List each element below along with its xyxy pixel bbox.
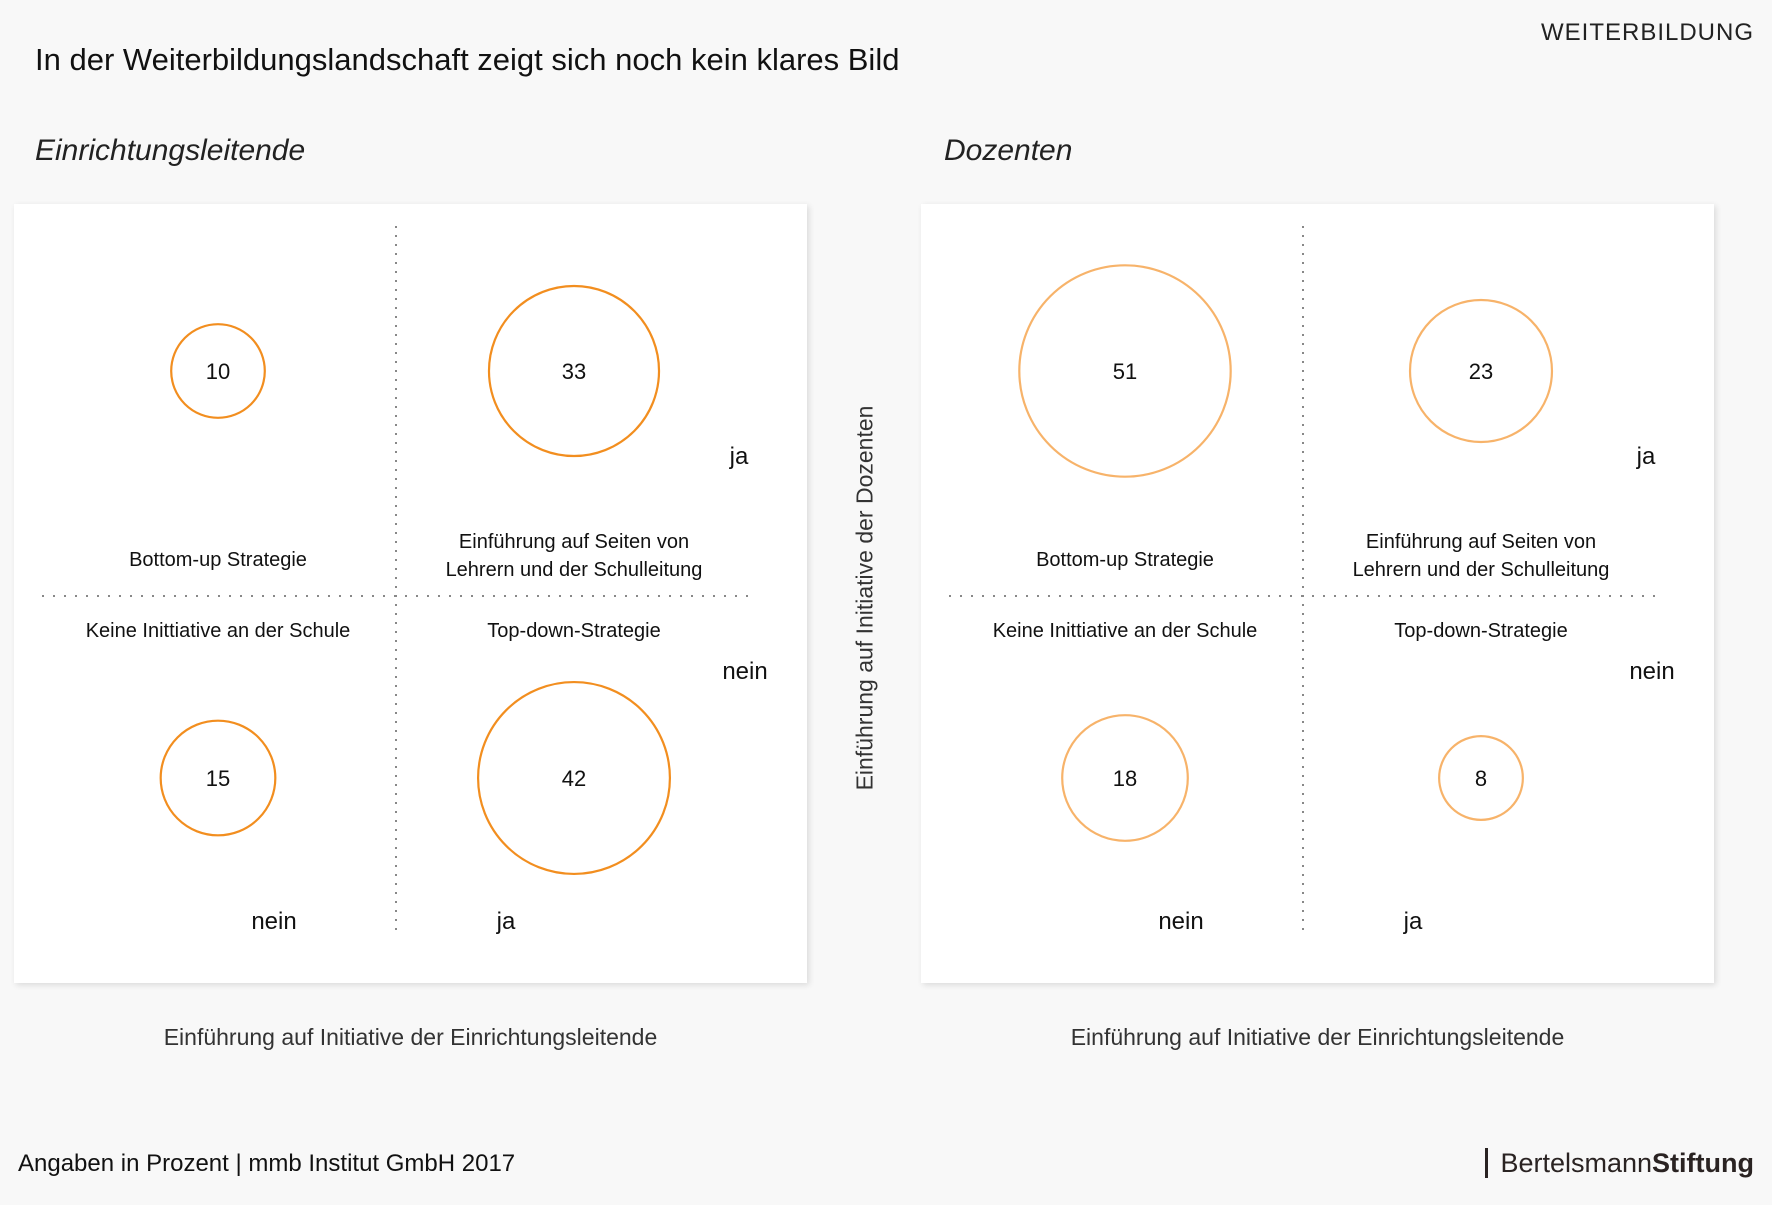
bubble-2 — [1061, 714, 1189, 842]
quadrant-label: Bottom-up Strategie — [1036, 549, 1214, 571]
x-category-label: nein — [251, 908, 296, 935]
x-category-label: nein — [1158, 908, 1203, 935]
bubble-value-label: 15 — [206, 766, 230, 791]
bubble-0 — [170, 323, 266, 419]
quadrant-chart-einrichtungsleitende: 10 Bottom-up Strategie 33 Einführung auf Se… — [42, 226, 768, 936]
chart-panel-dozenten: 51 Bottom-up Strategie 23 Einführung auf Se… — [921, 204, 1714, 983]
quadrant-label: Keine Inittiative an der Schule — [993, 620, 1258, 642]
bubble-value-label: 42 — [562, 766, 586, 791]
section-tag: WEITERBILDUNG — [1540, 19, 1754, 46]
bubble-value-label: 8 — [1475, 766, 1487, 791]
x-axis-title-einrichtungsleitende: Einführung auf Initiative der Einrichtun… — [163, 1024, 658, 1050]
bubble-value-label: 33 — [562, 359, 586, 384]
quadrant-label: Einführung auf Seiten von — [459, 531, 689, 553]
x-axis-title-dozenten: Einführung auf Initiative der Einrichtun… — [1070, 1024, 1565, 1050]
bubble-value-label: 51 — [1113, 359, 1137, 384]
bubble-value-label: 10 — [206, 359, 230, 384]
bubble-1 — [1408, 298, 1554, 444]
y-category-label: nein — [722, 658, 767, 685]
y-category-label: nein — [1629, 658, 1674, 685]
source-note: Angaben in Prozent | mmb Institut GmbH 2… — [18, 1150, 516, 1177]
chart-panel-einrichtungsleitende: 10 Bottom-up Strategie 33 Einführung auf Se… — [14, 204, 807, 983]
quadrant-chart-dozenten: 51 Bottom-up Strategie 23 Einführung auf Se… — [949, 226, 1675, 936]
quadrant-label: Keine Inittiative an der Schule — [86, 620, 351, 642]
y-category-label: ja — [729, 443, 749, 470]
y-axis-title: Einführung auf Initiative der Dozenten — [851, 405, 878, 791]
x-category-label: ja — [496, 908, 516, 935]
bubble-2 — [159, 719, 277, 837]
brand-logo: BertelsmannStiftung — [1485, 1148, 1754, 1178]
bubble-value-label: 18 — [1113, 766, 1137, 791]
quadrant-label: Einführung auf Seiten von — [1366, 531, 1596, 553]
quadrant-label: Lehrern und der Schulleitung — [446, 559, 703, 581]
bubble-3 — [1438, 735, 1524, 821]
quadrant-label: Lehrern und der Schulleitung — [1353, 559, 1610, 581]
panel-title-dozenten: Dozenten — [944, 134, 1073, 167]
quadrant-label: Top-down-Strategie — [1394, 620, 1567, 642]
bubble-3 — [476, 680, 672, 876]
y-category-label: ja — [1636, 443, 1656, 470]
x-category-label: ja — [1403, 908, 1423, 935]
brand-bold: Stiftung — [1652, 1148, 1754, 1178]
bubble-value-label: 23 — [1469, 359, 1493, 384]
bubble-1 — [487, 284, 661, 458]
brand-regular: Bertelsmann — [1500, 1148, 1653, 1178]
bubble-0 — [1018, 264, 1232, 478]
quadrant-label: Bottom-up Strategie — [129, 549, 307, 571]
panel-title-einrichtungsleitende: Einrichtungsleitende — [35, 134, 306, 167]
page-title: In der Weiterbildungslandschaft zeigt si… — [35, 42, 900, 77]
quadrant-label: Top-down-Strategie — [487, 620, 660, 642]
